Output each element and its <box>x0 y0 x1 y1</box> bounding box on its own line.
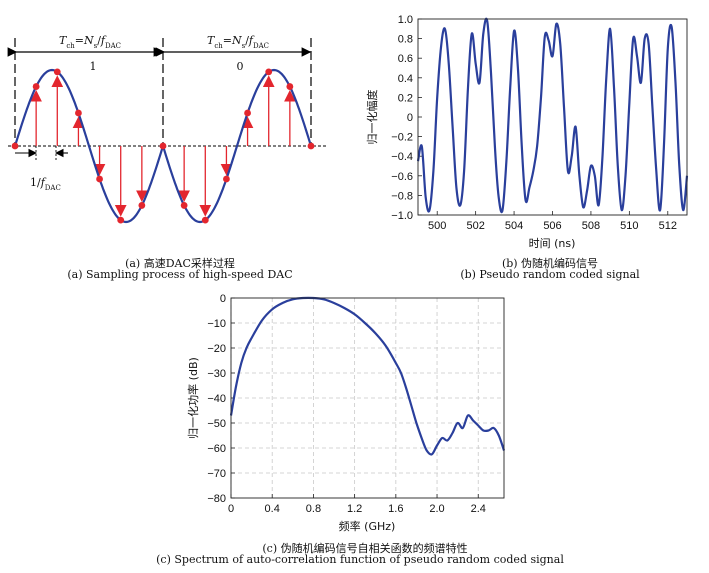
caption-c-en: (c) Spectrum of auto-correlation functio… <box>156 553 564 566</box>
y-tick-label: 0.4 <box>398 73 413 85</box>
y-tick-label: −20 <box>207 343 226 355</box>
x-tick-label: 504 <box>505 220 523 232</box>
chart-b-ylabel: 归一化幅度 <box>365 90 379 145</box>
x-tick-label: 500 <box>428 220 446 232</box>
x-tick-label: 512 <box>659 220 677 232</box>
y-tick-label: 0.8 <box>398 34 413 46</box>
sample-point <box>201 216 209 224</box>
y-tick-label: −80 <box>207 493 226 505</box>
sample-point <box>53 68 61 76</box>
sample-point <box>307 142 315 150</box>
x-tick-label: 502 <box>466 220 484 232</box>
x-tick-label: 1.6 <box>388 503 403 515</box>
y-tick-label: 0.2 <box>398 92 413 104</box>
chart-b-series-line <box>416 17 689 214</box>
sample-point <box>286 83 294 90</box>
x-tick-label: 0.4 <box>265 503 280 515</box>
x-tick-label: 506 <box>543 220 561 232</box>
sample-point <box>244 109 251 117</box>
chart-c-xlabel: 频率 (GHz) <box>339 519 396 533</box>
sample-point <box>75 109 82 117</box>
sample-point <box>265 68 273 76</box>
bit-label-zero: 0 <box>237 60 244 73</box>
bit-label-one: 1 <box>90 60 97 73</box>
sample-point <box>138 202 146 209</box>
sample-point <box>117 216 125 224</box>
caption-b-en: (b) Pseudo random coded signal <box>460 268 640 281</box>
y-tick-label: 0 <box>220 293 226 305</box>
y-tick-label: −0.8 <box>391 190 413 202</box>
y-tick-label: −30 <box>207 368 226 380</box>
x-tick-label: 2.4 <box>471 503 486 515</box>
chart-c-frame <box>230 297 505 499</box>
chart-b-xlabel: 时间 (ns) <box>529 237 576 250</box>
sample-point <box>96 175 103 183</box>
x-tick-label: 1.2 <box>347 503 362 515</box>
sample-group <box>30 75 296 217</box>
x-tick-label: 510 <box>620 220 638 232</box>
y-tick-label: −0.4 <box>391 151 413 163</box>
x-tick-label: 2.0 <box>429 503 444 515</box>
y-tick-label: −50 <box>207 418 226 430</box>
sample-point <box>159 142 167 150</box>
y-tick-label: −60 <box>207 443 226 455</box>
caption-a-zh: (a) 高速DAC采样过程 <box>125 257 235 270</box>
x-tick-label: 0.8 <box>306 503 321 515</box>
caption-a-en: (a) Sampling process of high-speed DAC <box>67 268 293 281</box>
y-tick-label: −0.2 <box>391 132 413 144</box>
y-tick-label: −1.0 <box>391 210 413 222</box>
chart-c-series-line <box>229 296 506 456</box>
chart-c-ylabel: 归一化功率 (dB) <box>186 357 200 439</box>
sample-point <box>11 142 19 150</box>
x-tick-label: 0 <box>228 503 234 515</box>
x-tick-label: 508 <box>582 220 600 232</box>
chart-b-frame <box>417 18 688 216</box>
y-tick-label: 0.6 <box>398 53 413 65</box>
caption-c-zh: (c) 伪随机编码信号自相关函数的频谱特性 <box>262 542 468 555</box>
y-tick-label: 1.0 <box>398 14 413 26</box>
sample-dots <box>11 68 315 224</box>
y-tick-label: −10 <box>207 318 226 330</box>
y-tick-label: −70 <box>207 468 226 480</box>
sample-point <box>223 175 230 183</box>
sample-point <box>180 202 188 209</box>
y-tick-label: −0.6 <box>391 171 413 183</box>
y-tick-label: −40 <box>207 393 226 405</box>
y-tick-label: 0 <box>407 112 413 124</box>
caption-b-zh: (b) 伪随机编码信号 <box>501 257 599 270</box>
sample-point <box>32 83 40 90</box>
